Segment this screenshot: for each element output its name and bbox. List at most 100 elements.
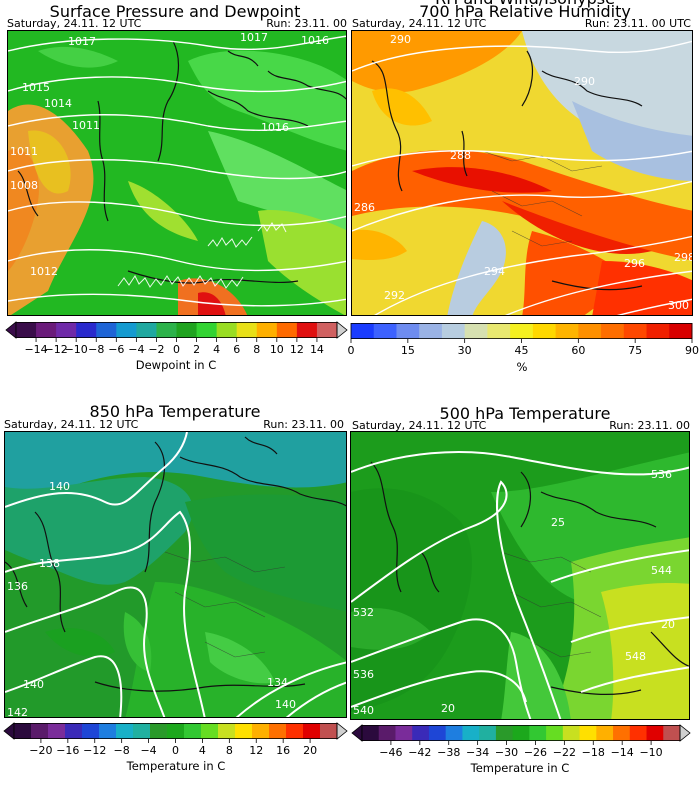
colorbar-segment: [14, 723, 32, 739]
isohypse-label: 290: [390, 33, 411, 46]
valid-date: Saturday, 24.11. 12 UTC: [352, 419, 487, 432]
colorbar-tick-label: 16: [276, 744, 291, 757]
isobar-label: 1016: [261, 121, 289, 134]
colorbar-tick-label: −6: [108, 343, 125, 356]
colorbar-tick-label: −8: [113, 744, 130, 757]
colorbar-tick-label: 4: [213, 343, 221, 356]
panel-title: 850 hPa Temperature: [89, 402, 261, 421]
valid-date: Saturday, 24.11. 12 UTC: [4, 418, 139, 431]
colorbar-segment: [396, 323, 420, 339]
colorbar-segment: [601, 323, 625, 339]
colorbar-tick-label: −10: [64, 343, 88, 356]
colorbar-tick-label: 0: [347, 344, 355, 357]
colorbar-segment: [669, 323, 693, 339]
valid-date: Saturday, 24.11. 12 UTC: [352, 17, 487, 30]
colorbar-segment: [303, 723, 321, 739]
relative-humidity-map: 290 290 288 286 294 296 292 300 298: [351, 30, 693, 316]
colorbar-tick-label: −10: [639, 746, 663, 759]
colorbar-border: [361, 725, 681, 741]
colorbar-segment: [555, 323, 579, 339]
850hpa-temperature-map: 140 138 136 140 142 140 134: [4, 431, 347, 718]
isobar-label: 1012: [30, 265, 58, 278]
colorbar-tick-label: 10: [269, 343, 284, 356]
panel-title-line-1: RH and Wind/Isohypse: [350, 0, 700, 8]
run-time: Run: 23.11. 00: [263, 418, 344, 431]
isotherm-label: 20: [441, 702, 455, 715]
isotherm-label: 140: [275, 698, 296, 711]
colorbar-segment: [562, 725, 581, 741]
colorbar-segment: [48, 723, 66, 739]
colorbar-extend-low: [5, 321, 17, 339]
colorbar-extend-high: [336, 722, 348, 740]
colorbar-segment: [201, 723, 219, 739]
isotherm-label: 140: [49, 480, 70, 493]
colorbar-segment: [441, 323, 466, 339]
colorbar-segment: [479, 725, 497, 741]
isohypse-label: 532: [353, 606, 374, 619]
colorbar-segment: [646, 725, 664, 741]
colorbar-tick-label: 4: [198, 744, 206, 757]
colorbar-tick-label: 12: [249, 744, 264, 757]
colorbar-tick-label: 6: [233, 343, 241, 356]
colorbar-segment: [133, 723, 151, 739]
colorbar-segment: [269, 723, 287, 739]
isohypse-label: 296: [624, 257, 645, 270]
colorbar-tick-label: −14: [610, 746, 634, 759]
colorbar-tick-label: −12: [44, 343, 68, 356]
colorbar-tick-label: 12: [289, 343, 304, 356]
colorbar-tick-label: −34: [466, 746, 490, 759]
850hpa-temperature-colorbar: [3, 722, 348, 743]
colorbar-segment: [629, 725, 648, 741]
colorbar-tick-label: 0: [173, 343, 180, 356]
dewpoint-map-graphic: 1017 1017 1016 1015 1014 1011 1011 1016 …: [8, 31, 346, 315]
colorbar-segment: [462, 725, 480, 741]
panel-title: 500 hPa Temperature: [439, 404, 611, 423]
colorbar-label: %: [516, 360, 528, 374]
isobar-label: 1017: [240, 31, 268, 44]
colorbar-segment: [316, 322, 338, 338]
colorbar-label: Temperature in C: [470, 761, 570, 775]
colorbar-border: [13, 723, 338, 739]
colorbar-tick-label: 8: [225, 744, 233, 757]
colorbar-segment: [116, 723, 134, 739]
isotherm-label: 20: [661, 618, 675, 631]
run-time: Run: 23.11. 00: [609, 419, 690, 432]
850hpa-temperature-map-graphic: 140 138 136 140 142 140 134: [5, 432, 346, 717]
isohypse-label: 288: [450, 149, 471, 162]
isotherm-label: 25: [551, 516, 565, 529]
colorbar-tick-label: 90: [685, 344, 699, 357]
colorbar-segment: [236, 322, 258, 338]
colorbar-segment: [296, 322, 318, 338]
colorbar-segment: [428, 725, 447, 741]
panel-850hpa-temperature: 850 hPa Temperature Saturday, 24.11. 12 …: [0, 400, 350, 800]
colorbar-segment: [56, 322, 77, 338]
colorbar-segment: [96, 322, 117, 338]
isohypse-label: 548: [625, 650, 646, 663]
colorbar-segment: [252, 723, 270, 739]
colorbar-segment: [419, 323, 443, 339]
colorbar-segment: [487, 323, 511, 339]
isohypse-label: 300: [668, 299, 689, 312]
isohypse-label: 294: [484, 265, 505, 278]
colorbar-segment: [216, 322, 238, 338]
colorbar-tick-label: 15: [400, 344, 415, 357]
panel-500hpa-temperature: 500 hPa Temperature Saturday, 24.11. 12 …: [350, 400, 700, 800]
isobar-label: 1008: [10, 179, 38, 192]
colorbar-extend-low: [351, 724, 363, 742]
colorbar-segment: [235, 723, 253, 739]
colorbar-segment: [156, 322, 177, 338]
isobar-label: 1017: [68, 35, 96, 48]
colorbar-tick-label: −16: [56, 744, 80, 757]
colorbar-label: Dewpoint in C: [135, 358, 217, 372]
colorbar-segment: [495, 725, 514, 741]
colorbar-tick-label: −22: [552, 746, 576, 759]
colorbar-segment: [546, 725, 564, 741]
colorbar-segment: [276, 322, 298, 338]
isohypse-label: 544: [651, 564, 672, 577]
colorbar-tick-label: −8: [88, 343, 105, 356]
colorbar-segment: [116, 322, 137, 338]
colorbar-tick-label: 14: [309, 343, 324, 356]
colorbar-segment: [76, 322, 97, 338]
colorbar-tick-label: −38: [437, 746, 461, 759]
panel-title: Surface Pressure and Dewpoint: [49, 2, 301, 21]
